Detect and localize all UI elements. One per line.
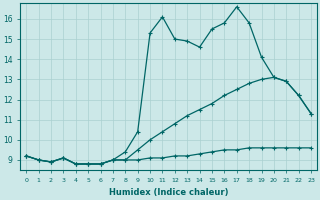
X-axis label: Humidex (Indice chaleur): Humidex (Indice chaleur) [109, 188, 228, 197]
